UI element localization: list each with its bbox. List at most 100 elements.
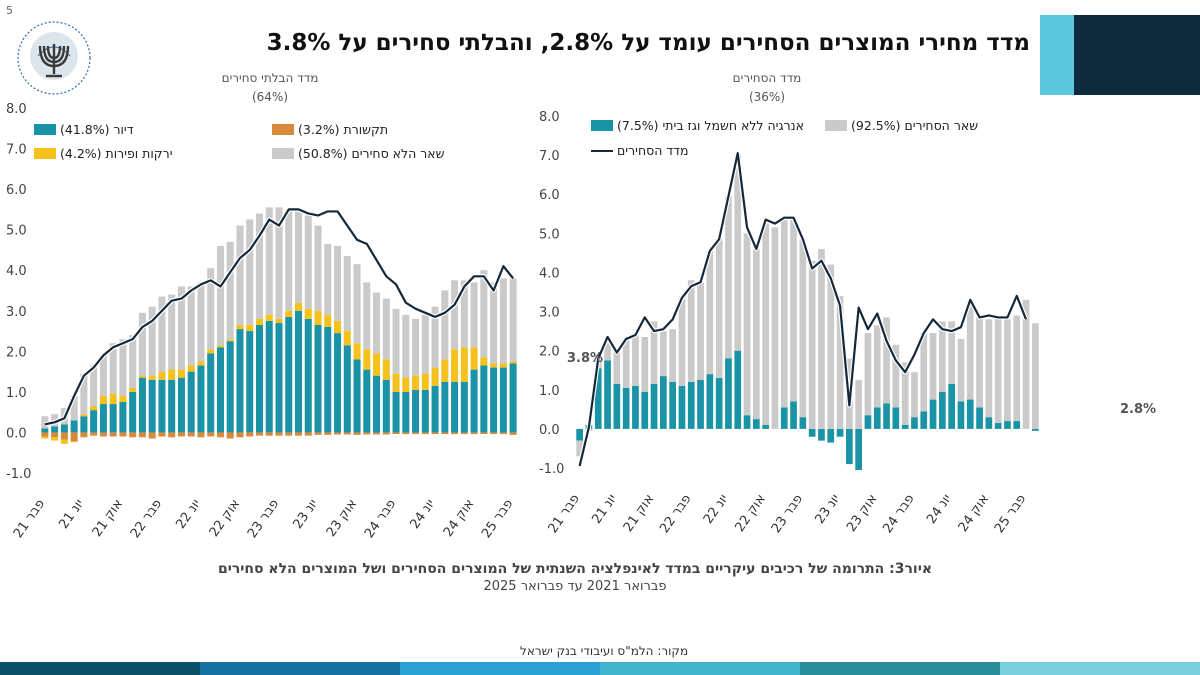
bar-segment [382,379,390,433]
legend-label: אנרגיה ללא חשמל וגז ביתי (7.5%) [617,118,804,133]
chart-subtitle: (64%) [252,90,288,104]
bar-segment [697,380,704,429]
bar-segment [226,339,234,342]
bar-segment [753,248,760,420]
bar-segment [148,432,156,439]
bar-segment [576,428,583,441]
bar-segment [265,314,273,321]
bar-segment [197,361,205,366]
bar-segment [41,436,49,439]
bar-segment [957,401,965,429]
legend-swatch [825,120,847,131]
bar-segment [412,389,420,433]
bar-segment [304,308,312,319]
bar-segment [99,355,107,396]
non-tradable-chart: מדד הבלתי סחירים (64%) 8.0 7.0 6.0 5.0 4.0 3.0 2… [6,71,517,541]
bar-segment [207,268,215,350]
bar-segment [129,335,137,388]
x-tick-label: יונ 23 [290,497,321,532]
bar-segment [780,407,788,429]
bar-segment [441,359,449,382]
x-tick-label: יונ 21 [56,497,87,532]
bar-segment [873,325,881,408]
bar-segment [90,432,98,436]
bar-segment [1013,315,1021,422]
bar-segment [836,428,844,437]
bar-segment [304,318,312,433]
bar-segment [480,270,488,358]
menorah-icon [38,44,70,78]
bar-segment [207,349,215,354]
bar-segment [451,280,459,350]
x-tick-label: יונ 24 [408,497,439,532]
bar-segment [80,414,88,417]
bar-segment [60,432,68,440]
bar-segment [197,365,205,433]
bar-segment [451,349,459,382]
bar-segment [373,353,381,376]
legend-label: שאר הסחירים (92.5%) [851,118,978,133]
bar-segment [421,389,429,433]
legend-swatch [34,148,56,159]
bars [576,155,1039,470]
bar-segment [660,376,667,429]
y-tick-label: -1.0 [539,462,564,477]
bar-segment [818,428,825,441]
bar-segment [265,320,273,433]
bar-segment [80,373,88,415]
bar-segment [177,286,185,370]
bar-segment [99,404,107,433]
bar-segment [295,310,303,433]
bar-segment [51,437,59,441]
x-tick-label: פבר 24 [362,497,399,541]
bar-segment [285,432,293,436]
bar-segment [957,338,965,402]
bar-segment [412,375,420,390]
bar-segment [314,225,322,311]
bar-segment [725,196,732,359]
bar-segment [236,225,244,325]
bar-segment [343,345,351,433]
bar-segment [70,432,78,442]
y-tick-label: 2.0 [539,345,560,360]
bar-segment [275,322,283,433]
bar-segment [706,374,714,429]
bar-segment [985,319,993,418]
bar-segment [353,343,361,360]
bar-segment [613,383,621,429]
bar-segment [324,314,332,327]
y-tick-label: 1.0 [539,384,560,399]
chart-title: מדד הסחירים [733,71,802,85]
bar-segment [158,371,166,380]
bar-segment [470,282,478,348]
bar-segment [226,432,234,439]
bar-segment [780,219,788,408]
bar-segment [892,407,900,429]
bar-segment [939,321,946,392]
bar-segment [51,426,59,433]
bar-segment [334,245,342,321]
footer-segment [0,662,200,675]
x-tick-label: יונ 22 [173,497,204,532]
bar-segment [70,395,78,421]
bar-segment [509,278,517,362]
bar-segment [1013,421,1021,429]
bar-segment [382,432,390,435]
bar-segment [441,290,449,360]
legend-label: ירקות ופירות (4.2%) [60,146,173,161]
bar-segment [314,310,322,325]
bar-segment [509,432,517,435]
bar-segment [480,432,488,435]
bar-segment [911,372,918,418]
bar-segment [334,333,342,433]
bar-segment [246,324,254,332]
footer-segment [400,662,600,675]
bar-segment [80,432,88,438]
bar-segment [594,368,602,429]
bar-segment [275,432,283,436]
bar-segment [207,353,215,433]
bar-segment [392,391,400,433]
bar-segment [743,415,751,429]
legend-label: שאר הלא סחירים (50.8%) [298,146,445,161]
